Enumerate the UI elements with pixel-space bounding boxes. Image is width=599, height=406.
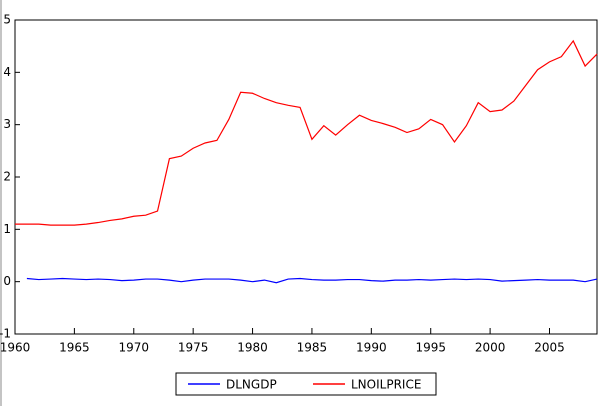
x-tick-label: 2000 xyxy=(475,341,506,355)
x-tick-label: 1980 xyxy=(237,341,268,355)
legend-label: LNOILPRICE xyxy=(351,378,421,392)
y-tick-label: -1 xyxy=(0,327,11,341)
data-line xyxy=(26,277,598,284)
x-tick-label: 1960 xyxy=(0,341,30,355)
y-tick-label: 0 xyxy=(3,274,11,288)
x-tick-label: 2005 xyxy=(534,341,565,355)
y-tick-label: 2 xyxy=(3,170,11,184)
data-line xyxy=(15,39,598,226)
x-tick-label: 1970 xyxy=(119,341,150,355)
y-tick-label: 3 xyxy=(3,117,11,131)
legend-label: DLNGDP xyxy=(226,378,277,392)
x-tick-label: 1975 xyxy=(178,341,209,355)
x-tick-label: 1965 xyxy=(59,341,90,355)
x-tick-label: 1990 xyxy=(356,341,387,355)
x-tick-label: 1995 xyxy=(415,341,446,355)
legend-box xyxy=(175,372,437,396)
y-tick-label: 1 xyxy=(3,222,11,236)
y-tick-label: 5 xyxy=(3,13,11,27)
y-tick-label: 4 xyxy=(3,65,11,79)
plot-frame xyxy=(14,19,598,335)
x-tick-label: 1985 xyxy=(297,341,328,355)
